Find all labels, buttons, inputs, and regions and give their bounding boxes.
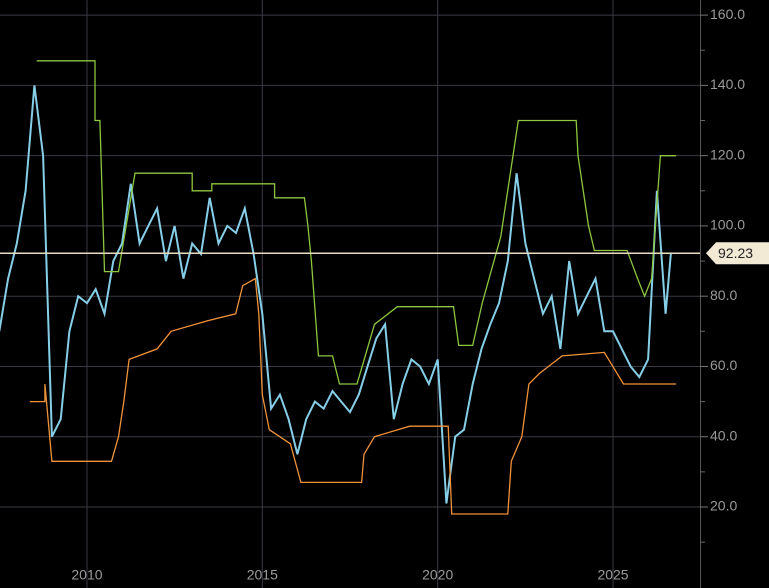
y-tick-label: 100.0 bbox=[710, 217, 745, 233]
y-tick-label: 140.0 bbox=[710, 76, 745, 92]
y-tick-label: 40.0 bbox=[710, 427, 737, 443]
y-tick-label: 80.0 bbox=[710, 287, 737, 303]
x-tick-label: 2020 bbox=[422, 567, 453, 583]
series-line bbox=[29, 277, 677, 515]
series-line bbox=[36, 60, 677, 385]
y-tick-label: 60.0 bbox=[710, 357, 737, 373]
y-tick-label: 160.0 bbox=[710, 6, 745, 22]
last-value-box bbox=[706, 242, 769, 265]
x-tick-label: 2015 bbox=[247, 567, 278, 583]
x-tick-label: 2010 bbox=[71, 567, 102, 583]
y-tick-label: 20.0 bbox=[710, 498, 737, 514]
series-line bbox=[0, 85, 672, 504]
x-tick-label: 2025 bbox=[597, 567, 628, 583]
y-tick-label: 120.0 bbox=[710, 146, 745, 162]
last-value-label: 92.23 bbox=[718, 245, 753, 261]
